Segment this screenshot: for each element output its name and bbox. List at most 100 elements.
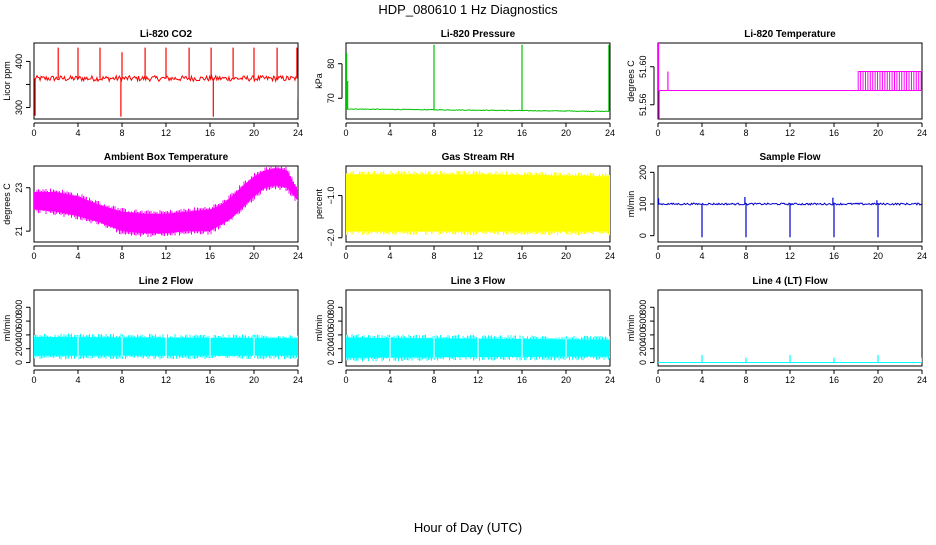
x-tick-label: 12	[161, 251, 171, 261]
panel-9: Line 4 (LT) Flow ml/min 0 4 8 12 16 20 24 0 200400…	[626, 276, 927, 385]
y-tick-label: 600	[326, 314, 336, 329]
y-tick-label: 600	[638, 314, 648, 329]
x-tick-label: 0	[31, 251, 36, 261]
y-tick-label: 0	[326, 360, 336, 365]
y-axis-label: Licor ppm	[2, 61, 12, 101]
y-tick-label: −1.0	[326, 187, 336, 205]
data-layer	[346, 334, 610, 362]
x-tick-label: 12	[161, 128, 171, 138]
x-tick-label: 8	[119, 251, 124, 261]
x-tick-label: 20	[873, 375, 883, 385]
plot-frame	[345, 42, 611, 120]
panel-title: Line 3 Flow	[451, 276, 506, 287]
y-tick-label: −2.0	[326, 229, 336, 247]
data-layer	[34, 166, 298, 237]
x-tick-label: 16	[829, 251, 839, 261]
data-layer	[34, 47, 298, 117]
x-tick-label: 0	[343, 375, 348, 385]
x-tick-label: 4	[75, 128, 80, 138]
panel-2: Li-820 Pressure kPa 0 4 8 12 16 20 24 70 80	[314, 29, 615, 138]
panel-1: Li-820 CO2 Licor ppm 0 4 8 12 16 20 24 300 400	[2, 29, 303, 138]
y-tick-label: 23	[14, 183, 24, 193]
y-tick-label: 80	[326, 59, 336, 69]
x-tick-label: 20	[873, 251, 883, 261]
y-tick-label: 400	[326, 327, 336, 342]
y-tick-label: 200	[638, 165, 648, 180]
y-tick-label: 51.56	[638, 93, 648, 116]
x-tick-label: 8	[743, 128, 748, 138]
x-tick-label: 20	[561, 251, 571, 261]
x-tick-label: 24	[293, 375, 303, 385]
data-line	[346, 108, 610, 113]
y-tick-label: 0	[638, 233, 648, 238]
figure-xlabel: Hour of Day (UTC)	[414, 520, 522, 535]
x-tick-label: 0	[655, 251, 660, 261]
x-tick-label: 8	[119, 375, 124, 385]
x-tick-label: 24	[917, 128, 927, 138]
data-band-spikes	[857, 71, 922, 91]
y-axis-label: kPa	[314, 73, 324, 89]
x-tick-label: 4	[387, 375, 392, 385]
x-tick-label: 12	[785, 128, 795, 138]
y-tick-label: 21	[14, 226, 24, 236]
figure-title: HDP_080610 1 Hz Diagnostics	[378, 2, 558, 17]
x-tick-label: 4	[75, 251, 80, 261]
data-layer	[658, 43, 922, 119]
plot-frame	[657, 289, 923, 367]
panel-7: Line 2 Flow ml/min 0 4 8 12 16 20 24 0 20040060080…	[2, 276, 303, 385]
x-tick-label: 24	[605, 128, 615, 138]
y-tick-label: 800	[638, 300, 648, 315]
y-tick-label: 70	[326, 93, 336, 103]
panel-title: Li-820 CO2	[140, 29, 193, 40]
y-tick-label: 800	[326, 300, 336, 315]
x-tick-label: 4	[699, 128, 704, 138]
y-tick-label: 200	[326, 341, 336, 356]
x-tick-label: 8	[431, 128, 436, 138]
panel-title: Line 4 (LT) Flow	[752, 276, 828, 287]
data-layer	[658, 354, 922, 364]
x-tick-label: 20	[873, 128, 883, 138]
y-tick-label: 600	[14, 314, 24, 329]
panel-5: Gas Stream RH percent 0 4 8 12 16 20 24 −2.0 −1.0	[314, 152, 615, 261]
plot-frame	[33, 289, 299, 367]
x-tick-label: 24	[605, 375, 615, 385]
y-axis-label: degrees C	[626, 60, 636, 102]
panel-4: Ambient Box Temperature degrees C 0 4 8 12 16 2…	[2, 152, 303, 261]
y-tick-label: 400	[14, 54, 24, 69]
x-tick-label: 12	[785, 251, 795, 261]
y-axis-label: ml/min	[2, 315, 12, 342]
y-tick-label: 800	[14, 300, 24, 315]
x-tick-label: 24	[917, 251, 927, 261]
data-layer	[34, 333, 298, 360]
x-tick-label: 16	[829, 375, 839, 385]
x-tick-label: 0	[343, 128, 348, 138]
panel-3: Li-820 Temperature degrees C 0 4 8 12 16 20 24 51…	[626, 29, 927, 138]
y-axis-label: degrees C	[2, 183, 12, 225]
data-layer	[346, 170, 610, 236]
x-tick-label: 0	[31, 375, 36, 385]
x-tick-label: 8	[119, 128, 124, 138]
x-tick-label: 0	[343, 251, 348, 261]
data-noise	[34, 166, 298, 237]
x-tick-label: 16	[205, 251, 215, 261]
x-tick-label: 16	[517, 251, 527, 261]
y-tick-label: 200	[638, 341, 648, 356]
panel-title: Ambient Box Temperature	[104, 152, 229, 163]
y-tick-label: 100	[638, 196, 648, 211]
y-tick-label: 0	[638, 360, 648, 365]
plot-frame	[345, 289, 611, 367]
panel-title: Li-820 Pressure	[441, 29, 516, 40]
data-layer	[658, 197, 922, 238]
x-tick-label: 24	[605, 251, 615, 261]
x-tick-label: 16	[517, 375, 527, 385]
x-tick-label: 20	[561, 128, 571, 138]
x-tick-label: 4	[699, 251, 704, 261]
x-tick-label: 24	[917, 375, 927, 385]
x-tick-label: 12	[473, 128, 483, 138]
x-tick-label: 4	[387, 251, 392, 261]
x-tick-label: 0	[655, 375, 660, 385]
y-axis-label: ml/min	[626, 191, 636, 218]
x-tick-label: 4	[75, 375, 80, 385]
x-tick-label: 0	[31, 128, 36, 138]
